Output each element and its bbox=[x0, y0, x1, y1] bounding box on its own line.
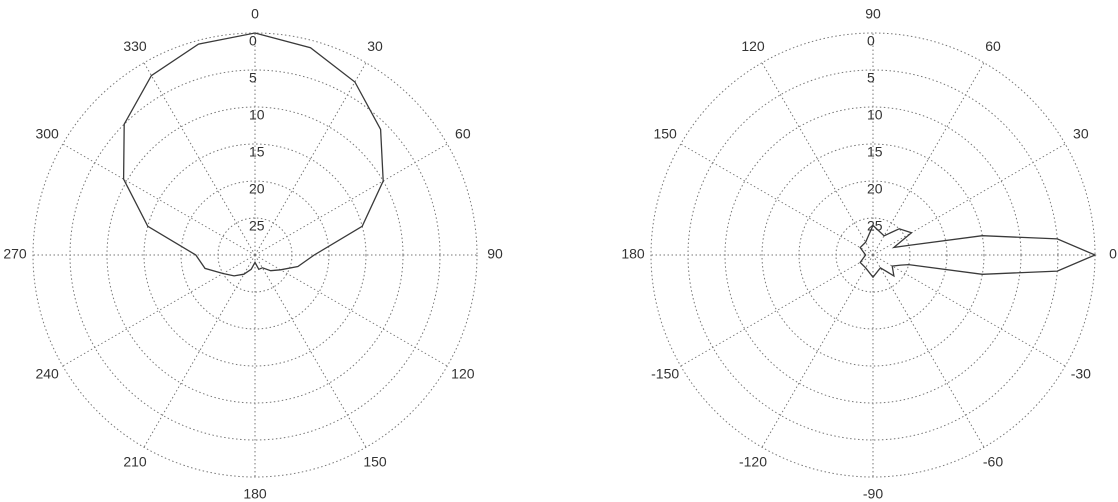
grid-spoke bbox=[872, 62, 985, 256]
grid-spoke bbox=[143, 62, 256, 256]
radial-tick-label: 5 bbox=[867, 70, 875, 86]
angle-tick-label: 120 bbox=[741, 38, 765, 54]
radial-tick-label: 25 bbox=[249, 218, 265, 234]
angle-tick-label: 0 bbox=[1109, 246, 1117, 262]
grid-spoke bbox=[680, 254, 874, 367]
grid-spoke bbox=[872, 254, 985, 448]
radial-tick-label: 15 bbox=[867, 144, 883, 160]
grid-spoke bbox=[254, 254, 367, 448]
angle-tick-label: 150 bbox=[363, 454, 387, 470]
angle-tick-label: 90 bbox=[865, 6, 881, 22]
grid-spoke bbox=[254, 254, 448, 367]
grid-spoke bbox=[872, 143, 1066, 256]
radial-tick-label: 0 bbox=[867, 33, 875, 49]
angle-tick-label: 300 bbox=[35, 126, 59, 142]
angle-tick-label: -150 bbox=[651, 366, 679, 382]
angle-tick-label: 240 bbox=[35, 366, 59, 382]
pattern-line bbox=[122, 32, 384, 277]
grid-spoke bbox=[872, 254, 1066, 367]
radial-tick-label: 15 bbox=[249, 144, 265, 160]
grid-ring bbox=[143, 143, 367, 367]
radial-tick-label: 10 bbox=[867, 107, 883, 123]
grid-spoke bbox=[680, 143, 874, 256]
angle-tick-label: 90 bbox=[487, 246, 503, 262]
radial-tick-label: 20 bbox=[249, 181, 265, 197]
angle-tick-label: 210 bbox=[123, 454, 147, 470]
radial-tick-label: 5 bbox=[249, 70, 257, 86]
radial-tick-label: 0 bbox=[249, 33, 257, 49]
radial-tick-label: 20 bbox=[867, 181, 883, 197]
angle-tick-label: 180 bbox=[243, 486, 267, 502]
angle-tick-label: 150 bbox=[653, 126, 677, 142]
angle-tick-label: 30 bbox=[1073, 126, 1089, 142]
angle-tick-label: -60 bbox=[983, 454, 1003, 470]
angle-tick-label: 30 bbox=[367, 38, 383, 54]
grid-ring bbox=[180, 180, 330, 330]
angle-tick-label: 60 bbox=[455, 126, 471, 142]
angle-tick-label: 270 bbox=[3, 246, 27, 262]
pattern-line bbox=[859, 224, 1097, 279]
angle-tick-label: 330 bbox=[123, 38, 147, 54]
angle-tick-label: 0 bbox=[251, 6, 259, 22]
grid-ring bbox=[798, 180, 948, 330]
grid-ring bbox=[761, 143, 985, 367]
grid-spoke bbox=[761, 62, 874, 256]
grid-spoke bbox=[254, 143, 448, 256]
radial-tick-label: 10 bbox=[249, 107, 265, 123]
angle-tick-label: 120 bbox=[451, 366, 475, 382]
grid-spoke bbox=[143, 254, 256, 448]
grid-spoke bbox=[254, 62, 367, 256]
grid-spoke bbox=[761, 254, 874, 448]
grid-spoke bbox=[62, 254, 256, 367]
angle-tick-label: 60 bbox=[985, 38, 1001, 54]
grid-spoke bbox=[62, 143, 256, 256]
grid-ring bbox=[32, 32, 478, 478]
angle-tick-label: -120 bbox=[739, 454, 767, 470]
angle-tick-label: -30 bbox=[1071, 366, 1091, 382]
angle-tick-label: 180 bbox=[621, 246, 645, 262]
angle-tick-label: -90 bbox=[863, 486, 883, 502]
radial-tick-label: 25 bbox=[867, 218, 883, 234]
